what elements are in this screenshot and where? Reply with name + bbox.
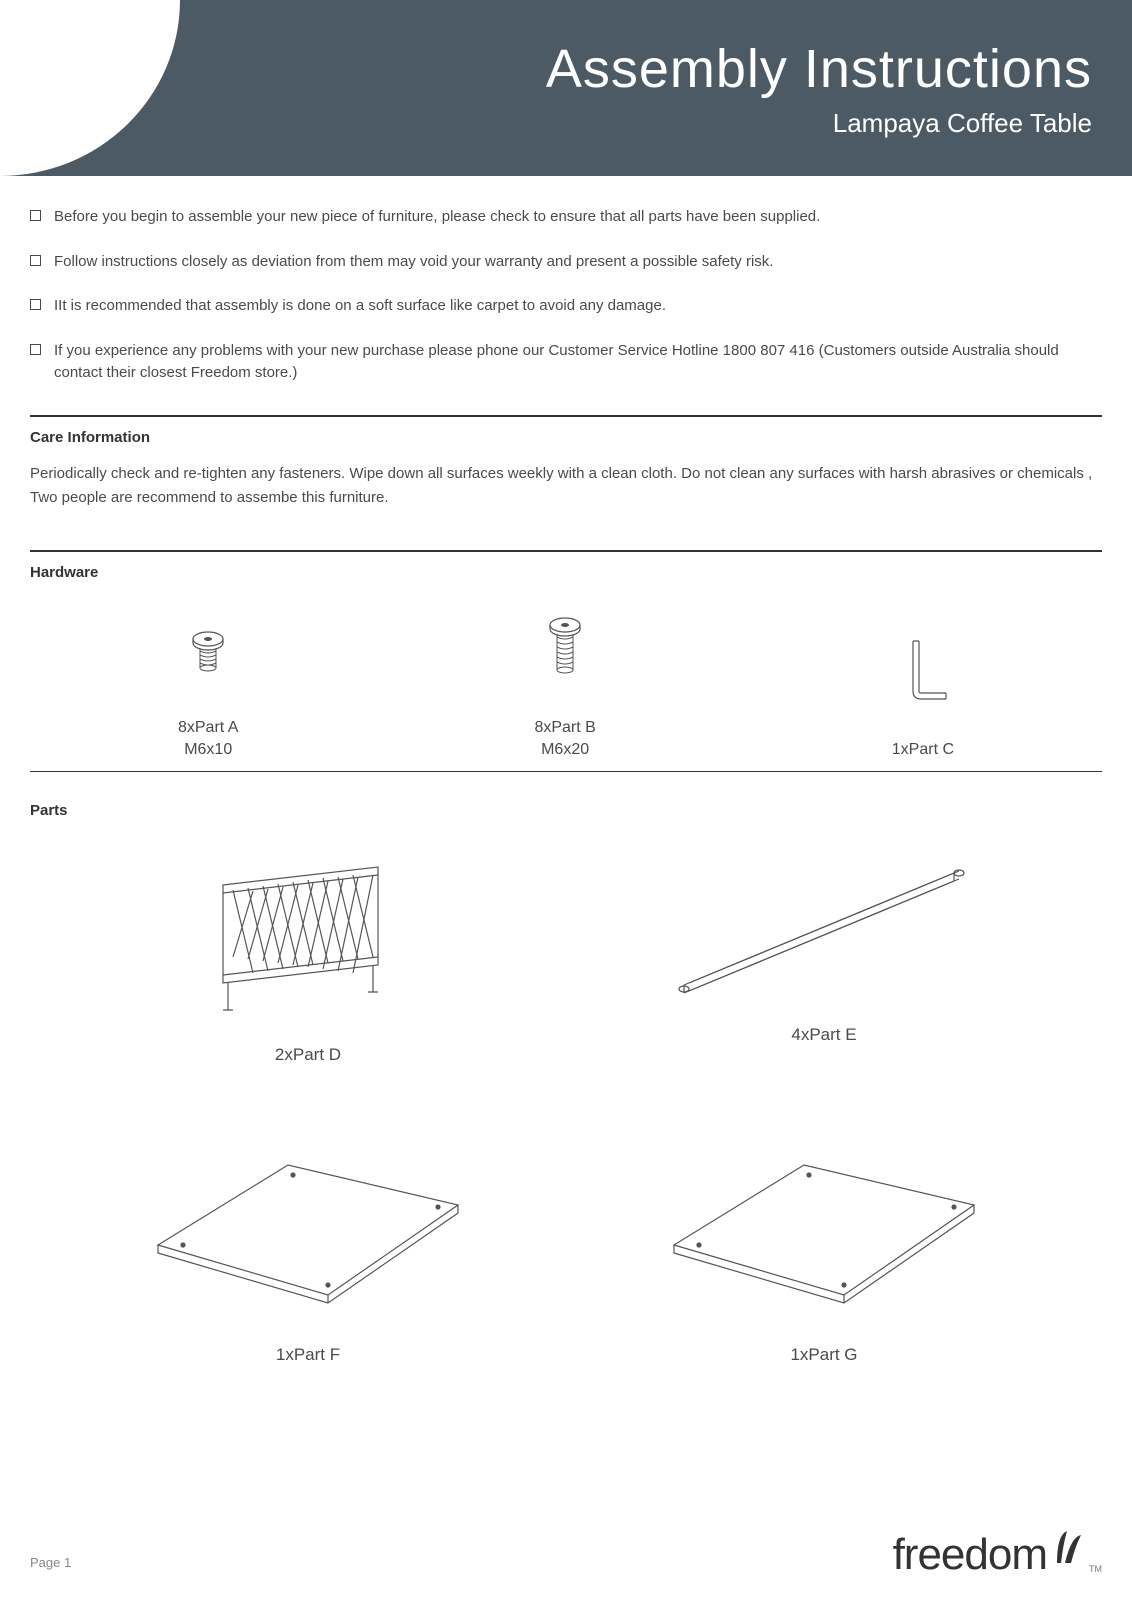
part-label: 4xPart E bbox=[586, 1025, 1062, 1045]
hw-label: 1xPart C bbox=[892, 739, 954, 761]
bolt-long-icon bbox=[545, 617, 585, 687]
logo-tm: TM bbox=[1089, 1564, 1102, 1574]
bullet-item: Before you begin to assemble your new pi… bbox=[30, 206, 1102, 229]
bullet-item: If you experience any problems with your… bbox=[30, 340, 1102, 385]
doc-subtitle: Lampaya Coffee Table bbox=[833, 108, 1092, 139]
doc-title: Assembly Instructions bbox=[546, 38, 1092, 100]
page-number: Page 1 bbox=[30, 1555, 71, 1570]
part-label: 1xPart F bbox=[70, 1345, 546, 1365]
hardware-item-a: 8xPart A M6x10 bbox=[178, 631, 238, 762]
hardware-row: 8xPart A M6x10 8xPart B M6x20 1xPart bbox=[30, 597, 1102, 773]
brand-logo: freedom TM bbox=[893, 1525, 1102, 1580]
hw-sublabel: M6x20 bbox=[534, 739, 595, 761]
hw-label: 8xPart B bbox=[534, 717, 595, 739]
hw-sublabel: M6x10 bbox=[178, 739, 238, 761]
hardware-title: Hardware bbox=[30, 564, 1102, 581]
parts-grid: 2xPart D 4xPart E bbox=[30, 835, 1102, 1385]
care-text: Periodically check and re-tighten any fa… bbox=[30, 462, 1102, 510]
bullet-item: Follow instructions closely as deviation… bbox=[30, 251, 1102, 274]
divider bbox=[30, 415, 1102, 417]
shelf-top-icon bbox=[138, 1125, 478, 1325]
shelf-bottom-icon bbox=[654, 1125, 994, 1325]
bolt-short-icon bbox=[188, 631, 228, 687]
header-corner-cutout bbox=[0, 0, 180, 176]
part-label: 1xPart G bbox=[586, 1345, 1062, 1365]
bullet-item: IIt is recommended that assembly is done… bbox=[30, 295, 1102, 318]
side-panel-icon bbox=[198, 855, 418, 1025]
logo-leaf-icon bbox=[1049, 1525, 1089, 1569]
allen-key-icon bbox=[893, 639, 953, 709]
hardware-item-b: 8xPart B M6x20 bbox=[534, 617, 595, 762]
content-area: Before you begin to assemble your new pi… bbox=[0, 176, 1132, 1385]
logo-text: freedom bbox=[893, 1530, 1047, 1580]
hw-label: 8xPart A bbox=[178, 717, 238, 739]
hardware-item-c: 1xPart C bbox=[892, 639, 954, 761]
intro-bullets: Before you begin to assemble your new pi… bbox=[30, 206, 1102, 385]
part-label: 2xPart D bbox=[70, 1045, 546, 1065]
document-header: Assembly Instructions Lampaya Coffee Tab… bbox=[0, 0, 1132, 176]
part-f: 1xPart F bbox=[70, 1125, 546, 1365]
part-e: 4xPart E bbox=[586, 855, 1062, 1065]
care-title: Care Information bbox=[30, 429, 1102, 446]
parts-title: Parts bbox=[30, 802, 1102, 819]
rail-icon bbox=[664, 855, 984, 1005]
part-d: 2xPart D bbox=[70, 855, 546, 1065]
divider bbox=[30, 550, 1102, 552]
part-g: 1xPart G bbox=[586, 1125, 1062, 1365]
